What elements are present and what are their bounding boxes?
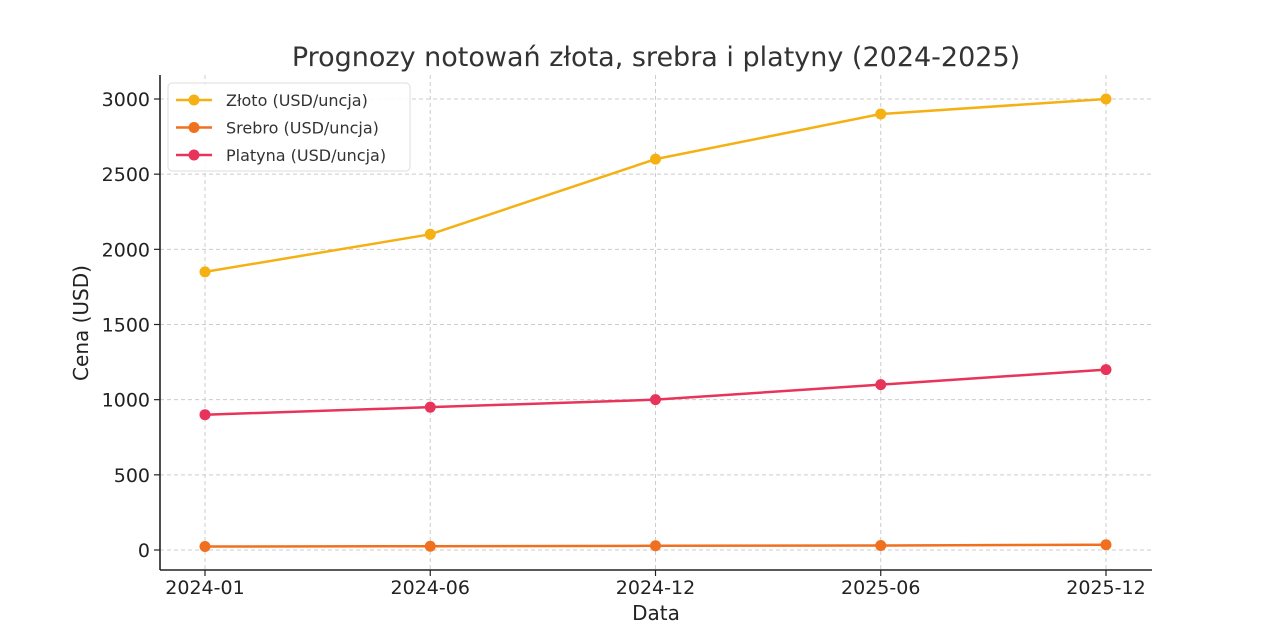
y-tick-label: 2500 xyxy=(102,164,150,186)
data-point-marker xyxy=(650,394,661,406)
legend-item: Platyna (USD/uncja) xyxy=(176,146,386,165)
y-tick-label: 500 xyxy=(114,465,150,487)
data-point-marker xyxy=(424,401,436,413)
legend-item: Srebro (USD/uncja) xyxy=(176,119,379,138)
x-tick-label: 2024-12 xyxy=(616,577,695,599)
chart-title: Prognozy notowań złota, srebra i platyny… xyxy=(292,42,1020,73)
y-tick-label: 2000 xyxy=(102,239,150,261)
legend-label: Platyna (USD/uncja) xyxy=(226,146,386,165)
y-tick-label: 0 xyxy=(138,540,150,562)
series-0 xyxy=(199,93,1112,278)
series-lines xyxy=(199,93,1112,553)
x-axis-label: Data xyxy=(632,601,680,625)
y-axis-ticks: 0 500 1000 1500 2000 2500 3000 xyxy=(102,89,160,562)
legend-marker-icon xyxy=(188,149,200,161)
data-point-marker xyxy=(1100,93,1112,105)
x-tick-label: 2025-12 xyxy=(1066,577,1145,599)
data-point-marker xyxy=(650,540,661,552)
x-axis-ticks: 2024-01 2024-06 2024-12 2025-06 2025-12 xyxy=(165,570,1146,599)
series-1 xyxy=(199,539,1112,553)
data-point-marker xyxy=(875,539,887,551)
legend-marker-icon xyxy=(188,122,200,133)
legend-label: Złoto (USD/uncja) xyxy=(226,91,368,110)
data-point-marker xyxy=(650,153,661,165)
x-tick-label: 2024-06 xyxy=(391,577,470,599)
data-point-marker xyxy=(875,379,887,391)
data-point-marker xyxy=(199,409,211,421)
legend-label: Srebro (USD/uncja) xyxy=(226,119,379,138)
grid-lines xyxy=(160,75,1152,570)
data-point-marker xyxy=(424,540,436,552)
series-2 xyxy=(199,364,1112,421)
data-point-marker xyxy=(199,266,211,278)
y-tick-label: 3000 xyxy=(102,89,150,111)
data-point-marker xyxy=(199,541,211,553)
legend-item: Złoto (USD/uncja) xyxy=(176,91,368,110)
x-tick-label: 2024-01 xyxy=(165,577,244,599)
y-tick-label: 1500 xyxy=(102,315,150,337)
x-tick-label: 2025-06 xyxy=(841,577,920,599)
data-point-marker xyxy=(1100,539,1112,551)
legend-marker-icon xyxy=(188,94,200,106)
legend: Złoto (USD/uncja) Srebro (USD/uncja) Platy… xyxy=(167,82,411,172)
data-point-marker xyxy=(1100,364,1112,376)
y-tick-label: 1000 xyxy=(102,390,150,412)
legend-box xyxy=(167,82,411,172)
data-point-marker xyxy=(424,228,436,240)
y-axis-label: Cena (USD) xyxy=(69,265,93,381)
data-point-marker xyxy=(875,108,887,120)
